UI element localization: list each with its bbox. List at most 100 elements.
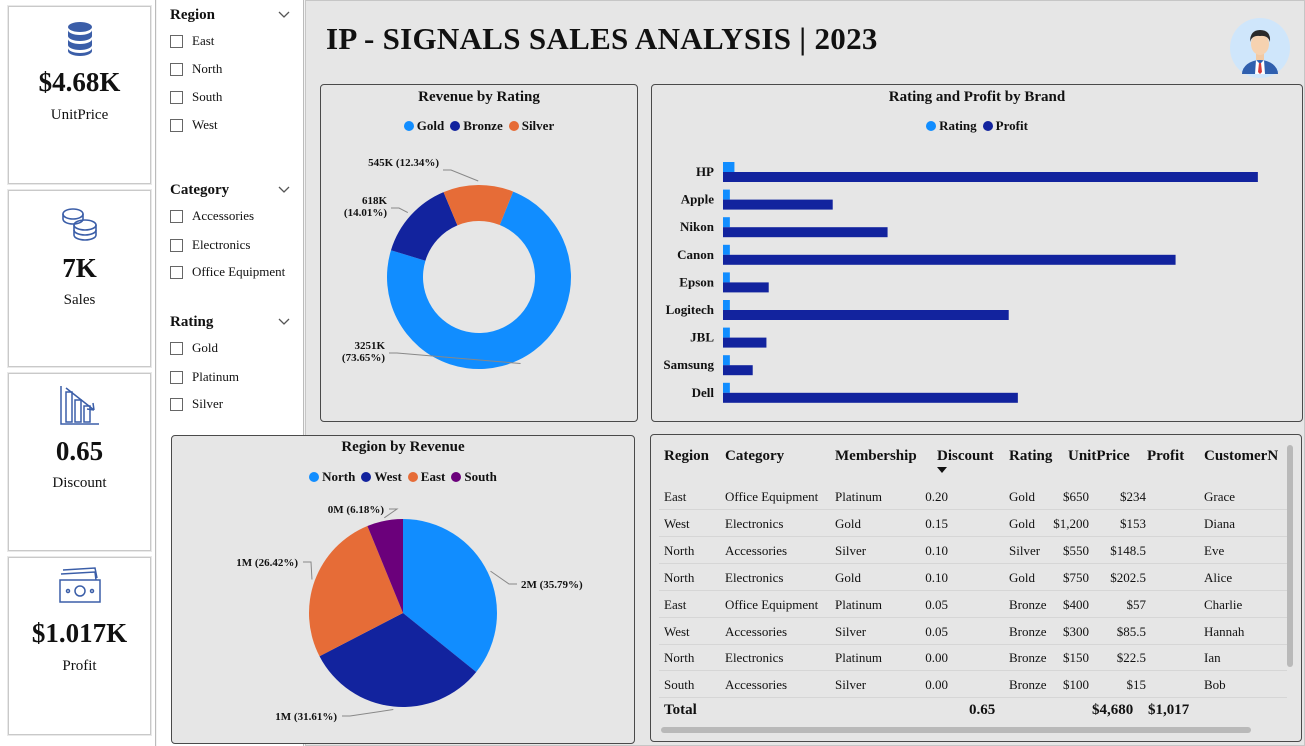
pie-slice-east [309, 525, 403, 657]
table-row[interactable]: North Accessories Silver 0.10 Silver $550 $148… [659, 537, 1287, 564]
column-header[interactable]: Region [664, 448, 709, 464]
legend-item[interactable]: West [361, 469, 402, 485]
slicer-option-south[interactable]: South [170, 89, 222, 105]
donut-slice-gold [387, 191, 571, 369]
chart-legend: North West East South [172, 469, 634, 485]
bar-rating [723, 327, 730, 338]
table-cell: Bob [1204, 677, 1226, 693]
table-cell: Bronze [1009, 596, 1047, 612]
kpi-card-unitprice[interactable]: $4.68K UnitPrice [8, 6, 151, 184]
kpi-card-profit[interactable]: $1.017K Profit [8, 557, 151, 735]
slicer-option-east[interactable]: East [170, 33, 214, 49]
column-header[interactable]: Discount [937, 448, 994, 464]
legend-item[interactable]: Gold [403, 118, 444, 134]
table-cell: Gold [1009, 569, 1035, 585]
axis-tick-label: Apple [681, 192, 714, 207]
column-header[interactable]: UnitPrice [1068, 448, 1130, 464]
donut-slice-bronze [390, 192, 458, 261]
page-title: IP - SIGNALS SALES ANALYSIS | 2023 [326, 21, 878, 56]
table-cell: Gold [1009, 515, 1035, 531]
table-cell: West [664, 515, 690, 531]
table-row[interactable]: West Accessories Silver 0.05 Bronze $300 $85.5… [659, 618, 1287, 645]
table-cell: Silver [835, 623, 867, 639]
data-label: 1M (31.61%) [275, 711, 337, 723]
column-header[interactable]: Profit [1147, 448, 1185, 464]
column-header[interactable]: Rating [1009, 448, 1053, 464]
chevron-down-icon[interactable] [277, 183, 291, 197]
column-header[interactable]: CustomerN [1204, 448, 1279, 464]
legend-label: North [322, 469, 356, 484]
horizontal-scrollbar[interactable] [661, 727, 1251, 733]
vertical-scrollbar[interactable] [1287, 445, 1293, 667]
table-row[interactable]: East Office Equipment Platinum 0.20 Gold $650… [659, 483, 1287, 510]
checkbox[interactable] [170, 265, 183, 279]
leader-line [443, 169, 479, 182]
option-label: Office Equipment [192, 264, 286, 279]
legend-item[interactable]: South [451, 469, 497, 485]
checkbox[interactable] [170, 397, 183, 411]
bar-profit [723, 310, 1009, 320]
leader-line [490, 570, 517, 585]
checkbox[interactable] [170, 90, 183, 104]
table-cell: $234 [1120, 489, 1146, 504]
legend-item[interactable]: Profit [982, 118, 1028, 134]
checkbox[interactable] [170, 62, 183, 76]
table-row[interactable]: South Accessories Silver 0.00 Bronze $100 $15 B… [659, 671, 1287, 699]
slicer-option-office-equipment[interactable]: Office Equipment [170, 264, 285, 280]
table-row[interactable]: West Electronics Gold 0.15 Gold $1,200 $153 Dia… [659, 510, 1287, 537]
region-by-revenue-chart[interactable]: Region by Revenue North West East South … [171, 435, 635, 744]
table-cell: Grace [1204, 489, 1236, 504]
kpi-card-discount[interactable]: 0.65 Discount [8, 373, 151, 551]
table-cell: 0.05 [925, 596, 948, 612]
legend-item[interactable]: Silver [508, 118, 554, 134]
checkbox[interactable] [170, 34, 183, 48]
table-cell: Silver [835, 542, 867, 558]
slicer-option-platinum[interactable]: Platinum [170, 369, 239, 385]
kpi-column: $4.68K UnitPrice 7K Sales [0, 0, 156, 746]
table-row[interactable]: North Electronics Platinum 0.00 Bronze $150 $2… [659, 644, 1287, 672]
column-header[interactable]: Category [725, 448, 785, 464]
legend-item[interactable]: Bronze [450, 118, 503, 134]
legend-dot [450, 121, 461, 131]
slicer-option-accessories[interactable]: Accessories [170, 208, 254, 224]
option-label: Gold [192, 340, 218, 355]
column-header[interactable]: Membership [835, 448, 917, 464]
table-row[interactable]: North Electronics Gold 0.10 Gold $750 $202.5 Al… [659, 564, 1287, 591]
avatar[interactable] [1230, 18, 1290, 78]
checkbox[interactable] [170, 370, 183, 384]
sales-table[interactable]: Region Category Membership Discount Rati… [650, 434, 1302, 742]
slicer-option-electronics[interactable]: Electronics [170, 237, 250, 253]
axis-tick-label: Dell [692, 385, 715, 400]
sort-descending-icon[interactable] [937, 467, 947, 473]
slicer-option-gold[interactable]: Gold [170, 340, 218, 356]
slicer-option-silver[interactable]: Silver [170, 396, 223, 412]
table-cell: Office Equipment [725, 489, 819, 504]
kpi-card-sales[interactable]: 7K Sales [8, 190, 151, 367]
slicer-option-north[interactable]: North [170, 61, 222, 77]
axis-tick-label: Epson [679, 274, 714, 289]
table-cell: $57 [1126, 596, 1147, 612]
checkbox[interactable] [170, 341, 183, 355]
table-cell: 0.20 [925, 489, 948, 504]
axis-tick-label: Logitech [666, 302, 715, 317]
table-row[interactable]: East Office Equipment Platinum 0.05 Bronze $4… [659, 591, 1287, 618]
table-cell: Electronics [725, 650, 784, 666]
legend-item[interactable]: East [407, 469, 445, 485]
legend-dot [361, 472, 372, 482]
legend-item[interactable]: Rating [926, 118, 977, 134]
slicer-option-west[interactable]: West [170, 117, 218, 133]
revenue-by-rating-chart[interactable]: Revenue by Rating Gold Bronze Silver 325… [320, 84, 638, 422]
rating-profit-by-brand-chart[interactable]: Rating and Profit by Brand Rating Profit… [651, 84, 1303, 422]
table-cell: Eve [1204, 542, 1225, 558]
table-cell: Gold [835, 515, 861, 531]
total-unitprice: $4,680 [1092, 702, 1134, 718]
table-cell: Charlie [1204, 596, 1243, 612]
legend-item[interactable]: North [309, 469, 355, 485]
table-total-row: Total 0.65 $4,680 $1,017 [659, 699, 1287, 725]
checkbox[interactable] [170, 209, 183, 223]
checkbox[interactable] [170, 238, 183, 252]
chevron-down-icon[interactable] [277, 8, 291, 22]
chevron-down-icon[interactable] [277, 315, 291, 329]
bar-rating [723, 189, 730, 200]
checkbox[interactable] [170, 118, 183, 132]
